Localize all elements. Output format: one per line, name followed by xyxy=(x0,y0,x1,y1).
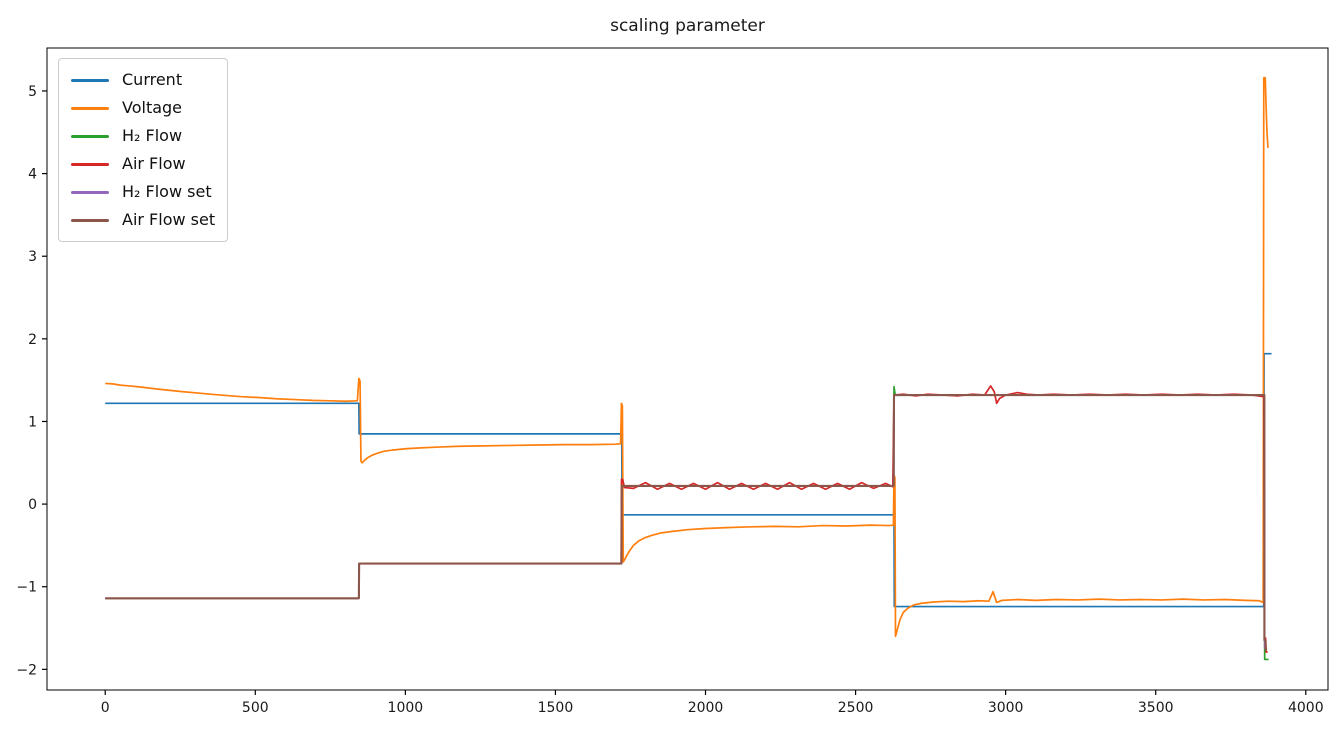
legend-label-air-flow-set: Air Flow set xyxy=(122,210,216,229)
legend-swatch-air-flow-icon xyxy=(71,162,109,166)
x-axis-tick-label: 4000 xyxy=(1288,700,1324,716)
series-line-air-flow xyxy=(105,385,1268,653)
legend-swatch-h2-flow-icon xyxy=(71,134,109,138)
legend-item-h2-flow: H₂ Flow xyxy=(71,124,215,148)
axes-frame xyxy=(46,47,1329,691)
x-axis-tick-label: 2000 xyxy=(688,700,724,716)
legend-item-h2-flow-set: H₂ Flow set xyxy=(71,180,215,204)
x-axis-tick-label: 1500 xyxy=(538,700,574,716)
legend-swatch-voltage-icon xyxy=(71,106,109,110)
x-axis-tick-label: 500 xyxy=(242,700,269,716)
series-line-current xyxy=(105,352,1272,608)
series-line-h2-flow-set xyxy=(105,394,1267,649)
y-axis-tick-label: 3 xyxy=(28,249,37,265)
series-line-h2-flow xyxy=(105,385,1269,661)
x-axis-tick-label: 3500 xyxy=(1138,700,1174,716)
legend-label-air-flow: Air Flow xyxy=(122,154,186,173)
legend-item-voltage: Voltage xyxy=(71,96,215,120)
legend-label-h2-flow: H₂ Flow xyxy=(122,126,183,145)
y-axis-tick-label: 5 xyxy=(28,84,37,100)
y-axis-tick-label: 1 xyxy=(28,414,37,430)
legend: Current Voltage H₂ Flow Air Flow H₂ Flow set… xyxy=(58,58,229,242)
x-axis-tick-label: 0 xyxy=(101,700,110,716)
legend-label-current: Current xyxy=(122,70,183,89)
legend-item-air-flow: Air Flow xyxy=(71,152,215,176)
x-axis-tick-label: 2500 xyxy=(838,700,874,716)
series-line-voltage xyxy=(105,76,1269,638)
y-axis-tick-label: −1 xyxy=(16,580,37,596)
legend-item-air-flow-set: Air Flow set xyxy=(71,208,215,232)
y-axis-tick-label: 4 xyxy=(28,167,37,183)
y-axis-tick-label: 2 xyxy=(28,332,37,348)
chart-title: scaling parameter xyxy=(610,16,765,36)
legend-swatch-current-icon xyxy=(71,78,109,82)
series-line-air-flow-set xyxy=(105,393,1268,651)
x-axis-tick-label: 1000 xyxy=(388,700,424,716)
legend-swatch-h2-flow-set-icon xyxy=(71,190,109,194)
x-axis-tick-label: 3000 xyxy=(988,700,1024,716)
legend-swatch-air-flow-set-icon xyxy=(71,218,109,222)
y-axis-tick-label: −2 xyxy=(16,662,37,678)
legend-label-voltage: Voltage xyxy=(122,98,183,117)
legend-item-current: Current xyxy=(71,68,215,92)
y-axis-tick-label: 0 xyxy=(28,497,37,513)
legend-label-h2-flow-set: H₂ Flow set xyxy=(122,182,212,201)
